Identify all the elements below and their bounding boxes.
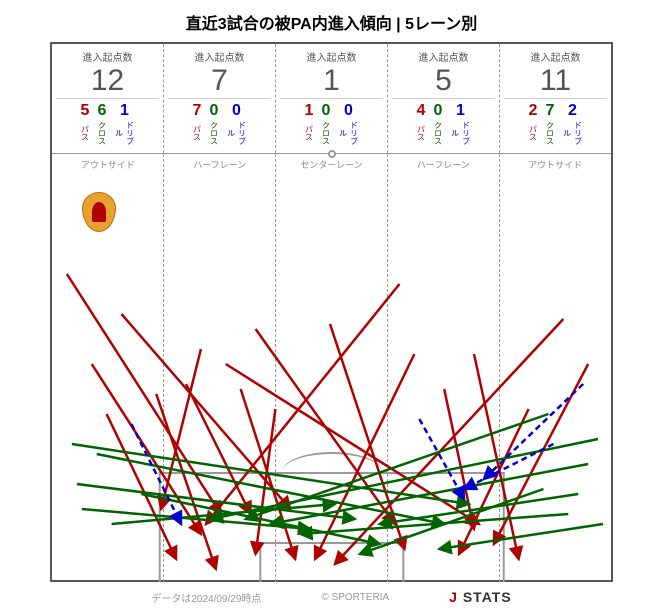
pass-arrow [256,409,276,554]
dribble-label: ドリブル [450,119,472,147]
cross-arrow [97,454,445,524]
cross-count: 6 [98,103,107,119]
lane-breakdown: 4パス 0クロス 1ドリブル [392,103,495,147]
stat-label: 進入起点数 [280,49,383,64]
cross-label: クロス [97,119,108,147]
lane-total: 11 [504,66,607,99]
lane-breakdown: 1パス0クロス0ドリブル [280,103,383,147]
lane-breakdown: 7パス0クロス0ドリブル [168,103,271,147]
field-area: アウトサイドハーフレーンセンターレーンハーフレーンアウトサイド [52,154,611,582]
data-date: データは2024/09/29時点 [151,590,261,605]
lane-total: 7 [168,66,271,99]
dribble-label: ドリブル [562,119,584,147]
pass-arrow [444,389,474,529]
pass-count: 1 [305,103,314,119]
lane-col-4: 進入起点数112パス7クロス2ドリブル [500,44,611,153]
lane-total: 12 [56,66,159,99]
cross-label: クロス [545,119,556,147]
stat-label: 進入起点数 [504,49,607,64]
dribble-label: ドリブル [114,119,136,147]
pass-label: パス [304,119,315,147]
lane-col-0: 進入起点数 12 5パス 6クロス 1ドリブル [52,44,164,153]
pass-label: パス [528,119,539,147]
dribble-count: 2 [568,103,577,119]
lanes-header: 進入起点数125パス6クロス1ドリブル進入起点数77パス0クロス0ドリブル進入起… [52,44,611,154]
pass-count: 7 [193,103,202,119]
footer: データは2024/09/29時点 © SPORTERIA J STATS [0,589,663,605]
dribble-count: 0 [232,103,241,119]
chart-container: 直近3試合の被PA内進入傾向 | 5レーン別 進入起点数125パス6クロス1ドリ… [0,0,663,611]
dribble-label: ドリブル [226,119,248,147]
cross-count: 0 [434,103,443,119]
lane-breakdown: 5パス 6クロス 1ドリブル [56,103,159,147]
cross-count: 0 [210,103,219,119]
lane-total: 5 [392,66,495,99]
pass-count: 5 [81,103,90,119]
pass-label: パス [80,119,91,147]
stat-label: 進入起点数 [56,49,159,64]
dribble-count: 1 [120,103,129,119]
lane-breakdown: 2パス7クロス2ドリブル [504,103,607,147]
pass-arrow [186,384,251,514]
stat-label: 進入起点数 [392,49,495,64]
pitch: 進入起点数125パス6クロス1ドリブル進入起点数77パス0クロス0ドリブル進入起… [50,42,613,582]
pass-count: 2 [529,103,538,119]
lane-col-1: 進入起点数77パス0クロス0ドリブル [164,44,276,153]
lane-col-2: 進入起点数11パス0クロス0ドリブル [276,44,388,153]
lane-col-3: 進入起点数 5 4パス 0クロス 1ドリブル [388,44,500,153]
cross-arrow [439,524,603,549]
pass-label: パス [416,119,427,147]
copyright: © SPORTERIA [321,592,389,603]
lane-total: 1 [280,66,383,99]
cross-count: 7 [546,103,555,119]
cross-label: クロス [321,119,332,147]
pass-arrow [67,274,221,514]
dribble-label: ドリブル [338,119,360,147]
chart-title: 直近3試合の被PA内進入傾向 | 5レーン別 [50,10,613,34]
arrows-layer [52,154,611,582]
stat-label: 進入起点数 [168,49,271,64]
brand-logo: J STATS [449,589,512,605]
cross-label: クロス [209,119,220,147]
cross-count: 0 [322,103,331,119]
pass-count: 4 [417,103,426,119]
dribble-count: 0 [344,103,353,119]
dribble-count: 1 [456,103,465,119]
pass-arrow [156,394,216,569]
pass-label: パス [192,119,203,147]
cross-label: クロス [433,119,444,147]
